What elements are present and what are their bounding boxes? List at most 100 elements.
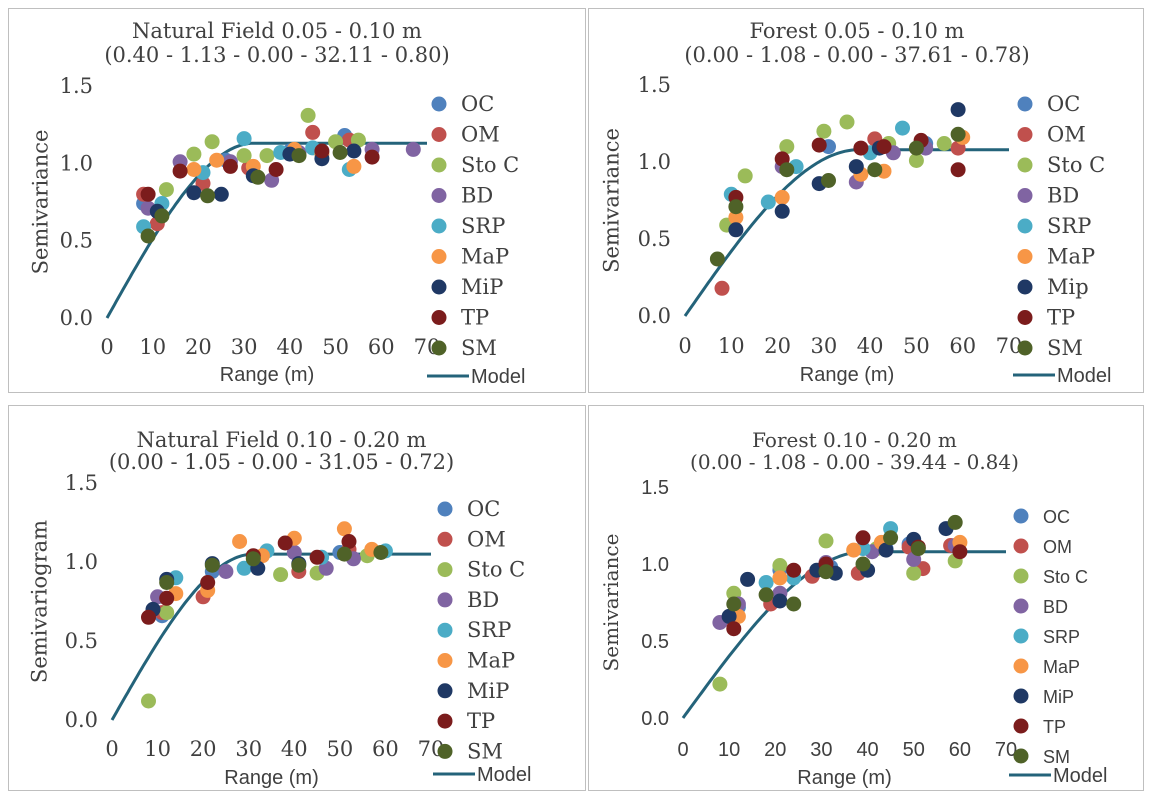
data-point xyxy=(950,162,966,178)
chart-svg: Natural Field 0.05 - 0.10 m(0.40 - 1.13 … xyxy=(28,19,525,388)
data-point xyxy=(786,562,802,578)
data-point xyxy=(779,139,795,155)
data-point xyxy=(141,609,156,625)
y-tick-label: 1.0 xyxy=(60,151,93,175)
data-point xyxy=(728,209,744,225)
legend-model-label: Model xyxy=(471,366,525,388)
x-axis-label: Range (m) xyxy=(800,364,894,386)
legend-marker xyxy=(1013,748,1029,764)
data-point xyxy=(346,143,362,159)
data-point xyxy=(364,149,380,165)
legend-marker xyxy=(431,127,447,142)
x-tick-label: 30 xyxy=(810,739,832,761)
data-point xyxy=(218,564,234,579)
data-point xyxy=(910,541,926,557)
data-point xyxy=(895,120,910,136)
data-point xyxy=(726,596,742,612)
legend-marker xyxy=(431,310,447,325)
data-point xyxy=(818,533,834,549)
data-point xyxy=(186,146,202,162)
data-point xyxy=(772,558,788,573)
legend-label: Sto C xyxy=(467,558,525,582)
data-point xyxy=(772,570,788,586)
data-point xyxy=(728,222,744,238)
data-point xyxy=(277,535,293,551)
chart-subtitle: (0.40 - 1.13 - 0.00 - 32.11 - 0.80) xyxy=(104,43,449,67)
y-tick-label: 0.0 xyxy=(638,304,671,328)
legend-label: OC xyxy=(1043,507,1070,527)
legend-label: SM xyxy=(1047,336,1083,360)
data-point xyxy=(908,153,924,168)
data-point xyxy=(950,102,966,118)
series-sm xyxy=(709,126,966,267)
x-tick-label: 40 xyxy=(856,739,878,761)
data-point xyxy=(336,546,352,562)
y-axis-label: Semivariance xyxy=(599,128,623,273)
series-sm xyxy=(140,145,348,244)
series-tp xyxy=(140,143,380,202)
chart-title: Natural Field 0.05 - 0.10 m xyxy=(132,19,422,43)
data-point xyxy=(186,185,202,201)
data-point xyxy=(268,162,284,177)
chart-svg: Forest 0.10 - 0.20 m(0.00 - 1.08 - 0.00 … xyxy=(599,428,1107,789)
x-tick-label: 50 xyxy=(322,335,349,359)
x-tick-label: 20 xyxy=(185,335,212,359)
data-point xyxy=(346,158,362,174)
y-tick-label: 0.5 xyxy=(65,629,98,653)
chart-subtitle: (0.00 - 1.05 - 0.00 - 31.05 - 0.72) xyxy=(109,450,454,474)
series-sm xyxy=(159,545,389,590)
x-tick-label: 0 xyxy=(677,739,688,761)
x-tick-label: 30 xyxy=(235,737,262,761)
legend-label: BD xyxy=(467,588,499,612)
data-point xyxy=(405,141,421,157)
data-point xyxy=(222,158,238,174)
legend-marker xyxy=(431,279,447,295)
x-tick-label: 40 xyxy=(857,334,884,358)
data-point xyxy=(878,542,894,558)
x-tick-label: 60 xyxy=(949,334,976,358)
legend-marker xyxy=(431,249,447,264)
legend-marker xyxy=(431,188,447,203)
data-point xyxy=(728,199,744,215)
chart-svg: Forest 0.05 - 0.10 m(0.00 - 1.08 - 0.00 … xyxy=(599,19,1111,387)
data-point xyxy=(952,544,968,560)
series-sm xyxy=(726,514,963,612)
series-sto-c xyxy=(141,548,375,709)
data-point xyxy=(721,608,737,624)
data-point xyxy=(332,145,348,160)
data-point xyxy=(774,189,790,205)
data-point xyxy=(259,148,275,164)
legend-marker xyxy=(1013,628,1029,644)
legend-marker xyxy=(437,653,453,668)
y-tick-label: 1.0 xyxy=(638,150,671,174)
data-point xyxy=(236,131,252,147)
x-tick-label: 10 xyxy=(718,334,745,358)
data-point xyxy=(737,168,753,184)
legend-marker xyxy=(437,743,453,759)
x-axis-label: Range (m) xyxy=(797,767,891,789)
y-tick-label: 0.0 xyxy=(60,306,93,330)
y-tick-label: 1.5 xyxy=(641,477,669,499)
legend-marker xyxy=(1013,538,1029,554)
y-tick-label: 0.0 xyxy=(641,708,669,730)
legend-label: SM xyxy=(461,336,497,360)
legend-label: SRP xyxy=(1043,627,1080,647)
data-point xyxy=(816,123,832,139)
data-point xyxy=(336,521,352,537)
data-point xyxy=(758,587,774,603)
legend-marker xyxy=(1017,127,1033,142)
legend-model-label: Model xyxy=(477,764,531,786)
data-point xyxy=(140,228,156,244)
legend-label: MaP xyxy=(1047,245,1095,269)
data-point xyxy=(213,186,229,202)
data-point xyxy=(906,565,922,581)
data-point xyxy=(341,534,357,549)
x-tick-label: 50 xyxy=(903,739,925,761)
legend-label: SRP xyxy=(461,214,505,238)
data-point xyxy=(236,148,252,164)
x-tick-label: 10 xyxy=(718,739,740,761)
legend-label: TP xyxy=(1047,306,1075,330)
y-tick-label: 1.0 xyxy=(65,550,98,574)
data-point xyxy=(291,148,307,164)
data-point xyxy=(714,280,730,296)
